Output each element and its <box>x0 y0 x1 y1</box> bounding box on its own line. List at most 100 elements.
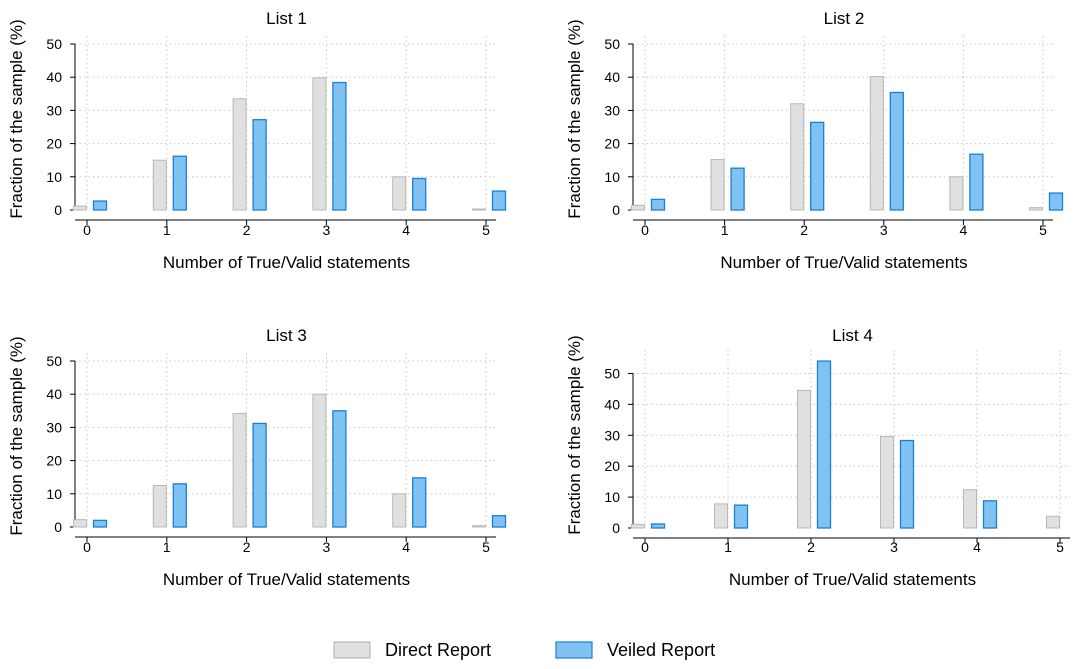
y-axis-title: Fraction of the sample (%) <box>7 19 26 218</box>
y-tick-label: 30 <box>46 419 62 435</box>
bar-direct-report <box>472 208 486 211</box>
bar-direct-report <box>232 412 247 528</box>
bar-direct-report <box>963 489 977 529</box>
x-tick-label: 2 <box>243 222 251 238</box>
y-tick-label: 20 <box>46 453 62 469</box>
bar-direct-report <box>949 176 964 211</box>
bar-veiled-report <box>172 155 187 211</box>
y-tick-label: 50 <box>46 353 62 369</box>
y-tick-label: 40 <box>604 396 620 412</box>
bar-veiled-report <box>733 504 749 529</box>
bar-direct-report <box>869 76 884 211</box>
bar-veiled-report <box>491 515 507 528</box>
bar-direct-report <box>73 519 87 528</box>
y-tick-label: 30 <box>46 102 62 118</box>
legend-label-veiled: Veiled Report <box>607 640 715 660</box>
x-tick-label: 2 <box>243 539 251 555</box>
x-axis-title: Number of True/Valid statements <box>163 570 410 589</box>
bar-direct-report <box>1029 207 1043 211</box>
y-tick-label: 10 <box>46 486 62 502</box>
y-tick-label: 50 <box>46 36 62 52</box>
bar-veiled-report <box>650 523 666 529</box>
x-axis-title: Number of True/Valid statements <box>163 253 410 272</box>
x-tick-label: 3 <box>323 539 331 555</box>
y-tick-label: 20 <box>604 458 620 474</box>
x-tick-label: 0 <box>83 222 91 238</box>
x-tick-label: 1 <box>163 539 171 555</box>
y-tick-label: 10 <box>604 169 620 185</box>
chart-panel-1: List 1 0 10 20 30 40 50 0 1 2 3 4 5 Number of True/Va… <box>7 9 507 272</box>
chart-title: List 3 <box>266 326 307 345</box>
bar-veiled-report <box>810 121 825 211</box>
bar-direct-report <box>790 103 805 211</box>
bar-direct-report <box>232 98 247 211</box>
bar-direct-report <box>797 389 811 529</box>
bar-direct-report <box>312 393 327 528</box>
bar-veiled-report <box>92 519 108 528</box>
x-tick-label: 5 <box>482 539 490 555</box>
y-tick-label: 0 <box>612 202 620 218</box>
y-tick-label: 50 <box>604 365 620 381</box>
bar-veiled-report <box>252 119 267 211</box>
bar-veiled-report <box>982 500 998 529</box>
x-tick-label: 0 <box>641 539 649 555</box>
chart-title: List 2 <box>824 9 865 28</box>
y-tick-label: 40 <box>46 386 62 402</box>
bar-direct-report <box>1046 515 1060 529</box>
x-tick-label: 2 <box>807 539 815 555</box>
x-tick-label: 1 <box>721 222 729 238</box>
bar-veiled-report <box>332 410 347 528</box>
bar-veiled-report <box>172 483 187 528</box>
legend: Direct Report Veiled Report <box>333 640 715 660</box>
bar-veiled-report <box>730 167 745 211</box>
bar-veiled-report <box>899 439 915 529</box>
y-axis-title: Fraction of the sample (%) <box>7 336 26 535</box>
x-tick-label: 1 <box>724 539 732 555</box>
legend-swatch-direct <box>333 641 371 659</box>
x-tick-label: 4 <box>402 539 410 555</box>
x-tick-label: 0 <box>83 539 91 555</box>
bar-veiled-report <box>412 177 427 211</box>
x-tick-label: 5 <box>1039 222 1047 238</box>
chart-title: List 4 <box>832 326 873 345</box>
bar-veiled-report <box>816 360 832 529</box>
chart-title: List 1 <box>266 9 307 28</box>
bar-veiled-report <box>252 422 267 528</box>
x-tick-label: 4 <box>973 539 981 555</box>
bar-direct-report <box>73 205 87 211</box>
x-axis-title: Number of True/Valid statements <box>729 570 976 589</box>
y-tick-label: 30 <box>604 102 620 118</box>
y-tick-label: 40 <box>46 69 62 85</box>
bar-direct-report <box>392 493 407 528</box>
chart-panel-2: List 2 0 10 20 30 40 50 0 1 2 3 4 5 Number of True/Va… <box>565 9 1064 272</box>
bar-direct-report <box>631 204 645 211</box>
y-tick-label: 0 <box>54 202 62 218</box>
y-tick-label: 30 <box>604 427 620 443</box>
bar-veiled-report <box>92 200 108 211</box>
bar-veiled-report <box>491 190 507 211</box>
bar-direct-report <box>714 503 728 529</box>
bar-veiled-report <box>650 198 666 211</box>
chart-panel-3: List 3 0 10 20 30 40 50 0 1 2 3 4 5 Number of True/Va… <box>7 326 507 589</box>
bar-direct-report <box>710 159 725 211</box>
bar-direct-report <box>472 525 486 528</box>
y-tick-label: 40 <box>604 69 620 85</box>
bar-veiled-report <box>969 153 984 211</box>
bar-direct-report <box>312 77 327 211</box>
bar-veiled-report <box>1048 192 1064 211</box>
chart-panel-4: List 4 0 10 20 30 40 50 0 1 2 3 4 5 Number of True/Va… <box>565 326 1070 589</box>
x-tick-label: 5 <box>482 222 490 238</box>
x-tick-label: 1 <box>163 222 171 238</box>
y-axis-title: Fraction of the sample (%) <box>565 335 584 534</box>
bar-veiled-report <box>332 81 347 211</box>
x-axis-title: Number of True/Valid statements <box>720 253 967 272</box>
x-tick-label: 4 <box>960 222 968 238</box>
bar-direct-report <box>152 485 167 528</box>
x-tick-label: 3 <box>890 539 898 555</box>
x-tick-label: 4 <box>402 222 410 238</box>
y-tick-label: 10 <box>604 489 620 505</box>
bar-direct-report <box>392 176 407 211</box>
y-tick-label: 20 <box>604 136 620 152</box>
